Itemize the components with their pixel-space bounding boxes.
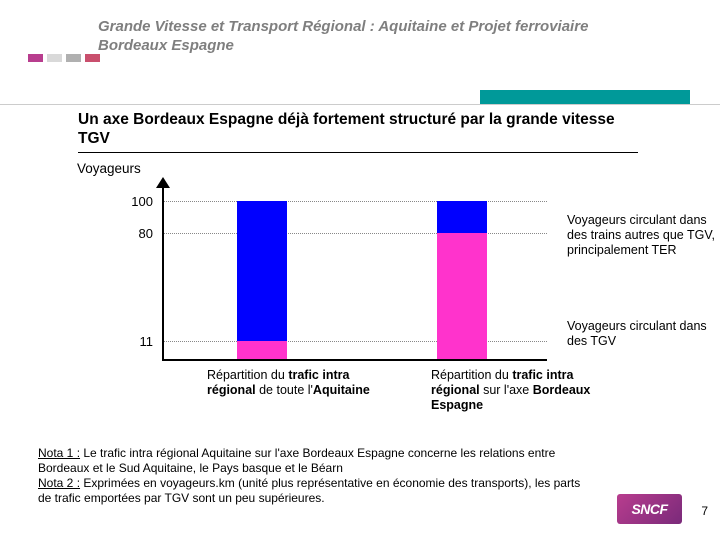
header-underline bbox=[0, 104, 720, 105]
y-axis bbox=[162, 183, 164, 361]
accent-bar bbox=[480, 90, 690, 104]
legend-other: Voyageurs circulant dans des trains autr… bbox=[567, 213, 720, 258]
subtitle: Un axe Bordeaux Espagne déjà fortement s… bbox=[78, 110, 638, 154]
bar-bordeaux-espagne bbox=[437, 201, 487, 359]
nota1-text: Le trafic intra régional Aquitaine sur l… bbox=[38, 446, 555, 475]
xlabel-be-text: Répartition du trafic intra régional sur… bbox=[431, 368, 590, 412]
sncf-logo: SNCF bbox=[617, 494, 682, 524]
header-marks bbox=[28, 54, 100, 62]
mark-4 bbox=[85, 54, 100, 62]
slide-header: Grande Vitesse et Transport Régional : A… bbox=[0, 0, 720, 64]
mark-3 bbox=[66, 54, 81, 62]
y-axis-label: Voyageurs bbox=[77, 161, 141, 176]
legend-tgv: Voyageurs circulant dans des TGV bbox=[567, 319, 720, 349]
grid-11 bbox=[164, 341, 547, 342]
tick-100: 100 bbox=[113, 194, 153, 209]
grid-100 bbox=[164, 201, 547, 202]
mark-2 bbox=[47, 54, 62, 62]
tick-80: 80 bbox=[113, 226, 153, 241]
grid-80 bbox=[164, 233, 547, 234]
axis-zone: 100 80 11 bbox=[107, 183, 547, 361]
nota2-label: Nota 2 : bbox=[38, 476, 80, 490]
mark-1 bbox=[28, 54, 43, 62]
bar-be-tgv bbox=[437, 233, 487, 359]
bar-aquitaine-tgv bbox=[237, 341, 287, 359]
xlabel-aquitaine-text: Répartition du trafic intra régional de … bbox=[207, 368, 370, 397]
nota1-label: Nota 1 : bbox=[38, 446, 80, 460]
bar-aquitaine bbox=[237, 201, 287, 359]
x-axis bbox=[162, 359, 547, 361]
bar-aquitaine-other bbox=[237, 201, 287, 341]
bar-be-other bbox=[437, 201, 487, 233]
page-title: Grande Vitesse et Transport Régional : A… bbox=[98, 18, 618, 56]
nota2-text: Exprimées en voyageurs.km (unité plus re… bbox=[38, 476, 580, 505]
xlabel-be: Répartition du trafic intra régional sur… bbox=[431, 368, 601, 413]
chart: Voyageurs 100 80 11 Voyageurs circulant … bbox=[77, 161, 720, 391]
xlabel-aquitaine: Répartition du trafic intra régional de … bbox=[207, 368, 377, 398]
notes: Nota 1 : Le trafic intra régional Aquita… bbox=[38, 446, 593, 506]
page-number: 7 bbox=[701, 504, 708, 518]
tick-11: 11 bbox=[113, 334, 153, 349]
